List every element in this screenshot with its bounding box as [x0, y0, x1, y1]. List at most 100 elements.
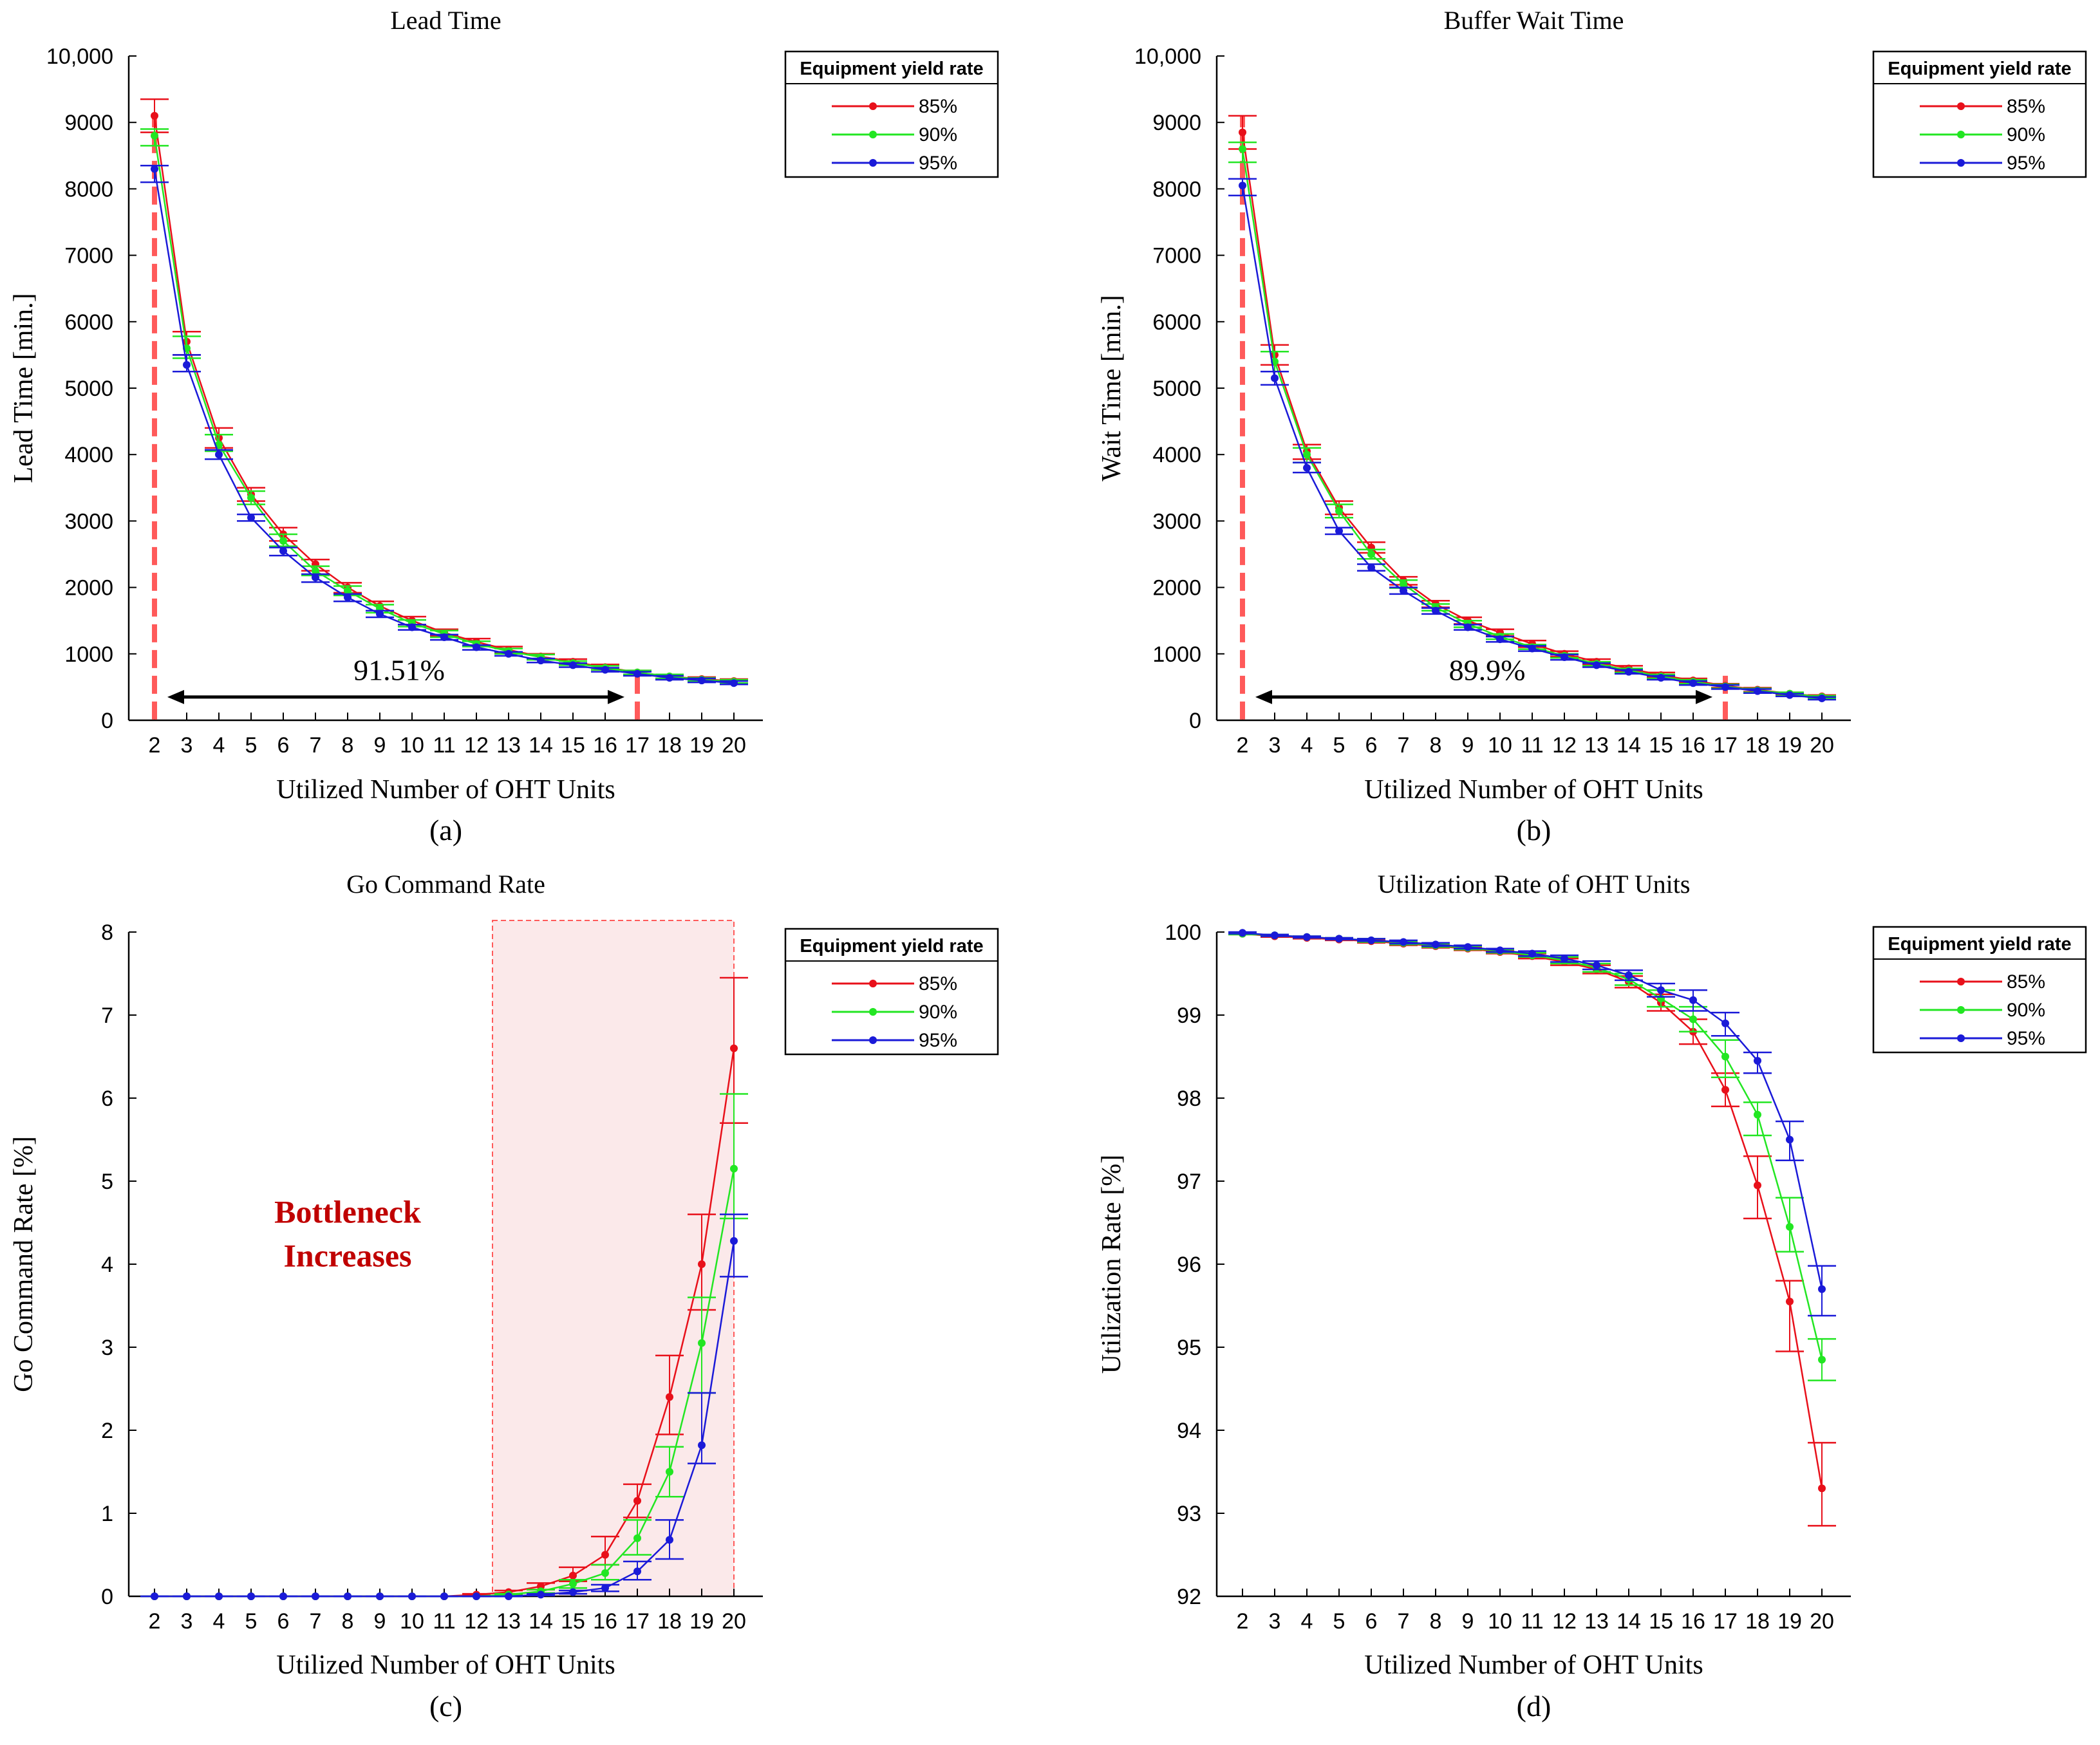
y-tick-label: 5 — [101, 1170, 113, 1194]
y-tick-label: 2000 — [1152, 576, 1201, 601]
data-point — [1561, 955, 1568, 963]
x-tick-label: 11 — [433, 733, 455, 758]
x-tick-label: 5 — [1333, 733, 1345, 758]
x-tick-label: 14 — [1617, 1609, 1641, 1634]
y-axis-label: Utilization Rate [%] — [1097, 1155, 1127, 1374]
x-tick-label: 17 — [625, 733, 650, 758]
series-line — [1241, 185, 1823, 700]
series-line — [1241, 149, 1823, 698]
y-tick-label: 8 — [101, 920, 113, 945]
x-tick-label: 15 — [1649, 733, 1673, 758]
bottleneck-label: Increases — [283, 1238, 411, 1274]
legend-marker — [869, 159, 877, 167]
data-point — [1303, 463, 1311, 472]
x-tick-label: 17 — [1713, 1609, 1738, 1634]
data-point — [1303, 933, 1311, 941]
chart-2: 0 1000 2000 3000 4000 5000 6000 7000 8000 9000 10,… — [1097, 6, 2087, 846]
figure-caption: (c) — [429, 1690, 462, 1722]
data-point — [1528, 644, 1536, 653]
legend-entry: 85% — [919, 96, 957, 117]
legend-marker — [869, 102, 877, 110]
data-point — [1335, 507, 1343, 515]
legend-entry: 85% — [2007, 96, 2045, 117]
data-point — [730, 679, 738, 687]
data-point — [344, 593, 352, 602]
data-point — [279, 546, 287, 555]
x-tick-label: 13 — [496, 1609, 521, 1634]
chart-4: 92 93 94 95 96 97 98 99 100 2 3 4 5 6 7 8 9 10 11 12 13 14 15 1… — [1097, 870, 2087, 1722]
x-tick-label: 12 — [464, 1609, 489, 1634]
legend-marker — [869, 980, 877, 987]
legend-title: Equipment yield rate — [800, 936, 983, 956]
chart-title: Lead Time — [390, 6, 501, 35]
x-tick-label: 9 — [374, 1609, 386, 1634]
data-point — [1239, 128, 1246, 136]
data-point — [569, 1588, 577, 1596]
data-point — [1561, 653, 1568, 661]
data-point — [1786, 1222, 1794, 1231]
x-tick-label: 4 — [213, 733, 225, 758]
x-tick-label: 9 — [1462, 733, 1474, 758]
y-tick-label: 97 — [1177, 1170, 1201, 1194]
figure-caption: (b) — [1517, 814, 1552, 846]
x-tick-label: 13 — [1584, 1609, 1609, 1634]
series-85pct — [1228, 929, 1836, 1527]
data-point — [601, 1569, 609, 1577]
x-tick-label: 5 — [245, 733, 258, 758]
x-tick-label: 14 — [529, 733, 553, 758]
data-point — [1432, 606, 1439, 615]
legend-title: Equipment yield rate — [1888, 934, 2071, 955]
y-tick-label: 1000 — [64, 642, 113, 667]
data-point — [633, 669, 641, 678]
data-point — [1367, 563, 1375, 572]
legend-title: Equipment yield rate — [800, 59, 983, 79]
x-tick-label: 16 — [593, 1609, 617, 1634]
data-point — [730, 1236, 738, 1245]
x-tick-label: 20 — [722, 733, 746, 758]
y-tick-label: 0 — [101, 709, 113, 733]
x-tick-label: 7 — [310, 733, 322, 758]
data-point — [1239, 145, 1246, 153]
figure-caption: (a) — [429, 814, 462, 846]
legend-marker — [869, 1036, 877, 1044]
data-point — [376, 1592, 384, 1600]
legend-box — [1872, 926, 2087, 1054]
x-tick-label: 8 — [1430, 1609, 1442, 1634]
data-point — [698, 677, 706, 685]
y-tick-label: 10,000 — [46, 44, 113, 69]
x-tick-label: 3 — [181, 1609, 193, 1634]
legend-entry: 95% — [919, 153, 957, 174]
x-tick-label: 6 — [277, 733, 290, 758]
data-point — [312, 566, 319, 575]
data-point — [505, 1592, 512, 1600]
data-point — [1593, 961, 1600, 969]
data-point — [247, 494, 255, 502]
y-tick-label: 2000 — [64, 576, 113, 601]
x-tick-label: 17 — [625, 1609, 650, 1634]
y-axis-label: Wait Time [min.] — [1097, 295, 1127, 481]
legend-marker — [1957, 1034, 1965, 1042]
series-95pct — [1228, 178, 1836, 702]
data-point — [1689, 1015, 1697, 1023]
x-tick-label: 6 — [1365, 1609, 1378, 1634]
y-tick-label: 3 — [101, 1336, 113, 1360]
series-90pct — [1228, 929, 1836, 1381]
x-tick-label: 20 — [1810, 1609, 1834, 1634]
x-tick-label: 7 — [310, 1609, 322, 1634]
y-axis-label: Go Command Rate [%] — [9, 1136, 39, 1392]
data-point — [473, 1592, 480, 1600]
data-point — [537, 657, 545, 665]
x-tick-label: 18 — [1745, 733, 1770, 758]
series-line — [153, 135, 735, 683]
data-point — [1496, 946, 1504, 955]
data-point — [1625, 971, 1633, 980]
data-point — [1239, 182, 1246, 190]
legend-entry: 85% — [919, 973, 957, 994]
x-tick-label: 19 — [1777, 1609, 1802, 1634]
data-point — [505, 649, 512, 658]
data-point — [1689, 679, 1697, 687]
data-point — [1271, 931, 1279, 940]
y-tick-label: 6000 — [64, 310, 113, 335]
x-axis-label: Utilized Number of OHT Units — [1364, 775, 1703, 805]
